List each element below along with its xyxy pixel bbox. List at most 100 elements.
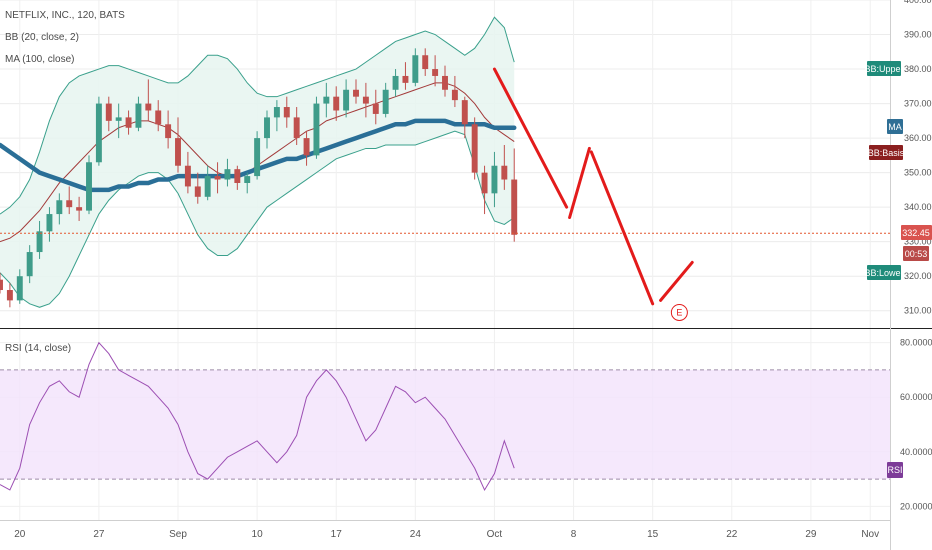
rsi-band-fill xyxy=(0,369,890,480)
candle-body xyxy=(86,162,92,211)
candle-body xyxy=(422,55,429,70)
price-tick-label: 340.00 xyxy=(904,202,932,212)
candle-body xyxy=(95,103,102,163)
bollinger-lower-line xyxy=(0,130,515,308)
price-pane[interactable]: E NETFLIX, INC., 120, BATS BB (20, close… xyxy=(0,0,890,328)
rsi-line xyxy=(0,341,515,492)
candle-body xyxy=(442,75,448,90)
time-tick-label: 24 xyxy=(410,529,422,540)
candle-body xyxy=(323,96,330,104)
candle-body xyxy=(194,186,201,197)
candle-body xyxy=(501,165,508,180)
rsi-tick-label: 60.0000 xyxy=(900,392,932,402)
candle-body xyxy=(392,75,399,90)
bb-indicator-label[interactable]: BB (20, close, 2) xyxy=(5,32,79,43)
time-tick-label: 8 xyxy=(571,529,577,540)
time-tick-label: Oct xyxy=(487,529,503,540)
candle-body xyxy=(254,138,261,177)
time-axis[interactable]: 20 27 Sep 10 17 24 Oct 8 15 22 29 Nov xyxy=(0,520,890,541)
trend-drawing-line[interactable] xyxy=(659,260,694,302)
tag-countdown-text: 00:53 xyxy=(905,249,928,259)
tag-rsi-bg xyxy=(887,462,903,478)
candle-body xyxy=(175,138,181,166)
price-tick-label: 380.00 xyxy=(904,64,932,74)
tag-bb-lower[interactable]: BB:Lower xyxy=(864,265,904,280)
candle-body xyxy=(432,69,439,76)
tag-price-bg xyxy=(901,225,932,240)
candle-body xyxy=(244,176,251,183)
ma-indicator-label[interactable]: MA (100, close) xyxy=(5,54,74,65)
annotation-e-letter: E xyxy=(676,307,682,317)
candle-body xyxy=(333,96,340,111)
tag-ma-text: MA xyxy=(888,122,902,132)
price-tick-label: 320.00 xyxy=(904,271,932,281)
tag-ma[interactable]: MA xyxy=(887,119,903,134)
candle-body xyxy=(461,100,468,125)
candle-body xyxy=(511,179,518,235)
time-tick-label: 10 xyxy=(252,529,264,540)
candle-body xyxy=(184,165,191,187)
tag-bb-basis[interactable]: BB:Basis xyxy=(868,145,905,160)
tag-bb-lower-text: BB:Lower xyxy=(864,268,903,278)
tag-ma-bg xyxy=(887,119,903,134)
candle-body xyxy=(481,172,488,194)
candle-body xyxy=(204,176,211,197)
candle-body xyxy=(66,200,73,208)
annotation-e-marker[interactable]: E xyxy=(670,303,688,321)
candle-body xyxy=(402,75,409,83)
candle-body xyxy=(382,89,389,114)
tag-bb-upper-text: BB:Upper xyxy=(864,64,903,74)
candle-body xyxy=(155,110,162,125)
tag-bb-lower-bg xyxy=(867,265,901,280)
tag-bb-upper[interactable]: BB:Upper xyxy=(864,61,904,76)
trend-drawing-line[interactable] xyxy=(589,150,655,306)
symbol-title: NETFLIX, INC., 120, BATS xyxy=(5,10,125,21)
price-tick-label: 350.00 xyxy=(904,168,932,178)
tag-bb-basis-bg xyxy=(869,145,903,160)
price-axis-ticks: 310.00 320.00 330.00 340.00 350.00 360.00 370.… xyxy=(904,0,932,316)
candle-body xyxy=(76,207,83,211)
candle-body xyxy=(293,117,300,139)
candle-body xyxy=(105,103,112,121)
tag-rsi[interactable]: RSI xyxy=(887,462,903,478)
candle-body xyxy=(491,165,498,194)
candle-body xyxy=(0,279,3,291)
time-tick-label: 17 xyxy=(331,529,343,540)
tag-countdown-bg xyxy=(903,246,929,261)
candle-body xyxy=(412,55,419,83)
candle-body xyxy=(264,117,270,139)
time-tick-label: 27 xyxy=(93,529,105,540)
rsi-pane[interactable]: RSI (14, close) xyxy=(0,329,890,520)
candle-body xyxy=(353,89,359,97)
trend-drawing-line[interactable] xyxy=(492,67,569,209)
time-tick-label: 15 xyxy=(647,529,659,540)
price-tick-label: 360.00 xyxy=(904,133,932,143)
rsi-indicator-label[interactable]: RSI (14, close) xyxy=(5,343,71,354)
pattern-drawings[interactable] xyxy=(492,67,694,306)
time-axis-ticks: 20 27 Sep 10 17 24 Oct 8 15 22 29 Nov xyxy=(14,529,879,540)
annotation-e-circle[interactable] xyxy=(670,303,688,321)
candle-body xyxy=(224,169,231,180)
candle-body xyxy=(362,96,369,104)
candle-body xyxy=(165,124,172,139)
trend-drawing-line[interactable] xyxy=(568,146,591,220)
candle-body xyxy=(26,252,33,277)
tag-price[interactable]: 332.45 xyxy=(901,225,932,240)
candlesticks xyxy=(0,48,518,308)
candle-body xyxy=(303,138,310,156)
candle-body xyxy=(283,107,290,118)
candle-body xyxy=(135,103,142,128)
candle-body xyxy=(16,276,23,301)
time-tick-label: Nov xyxy=(861,529,879,540)
tag-bb-upper-bg xyxy=(867,61,901,76)
tag-price-text: 332.45 xyxy=(902,228,930,238)
candle-body xyxy=(313,103,320,156)
rsi-tick-label: 80.0000 xyxy=(900,338,932,348)
candle-body xyxy=(115,117,122,121)
tag-countdown[interactable]: 00:53 xyxy=(903,246,929,261)
time-tick-label: 29 xyxy=(805,529,817,540)
candle-body xyxy=(234,169,241,183)
candle-body xyxy=(372,103,379,114)
candle-body xyxy=(145,103,152,111)
